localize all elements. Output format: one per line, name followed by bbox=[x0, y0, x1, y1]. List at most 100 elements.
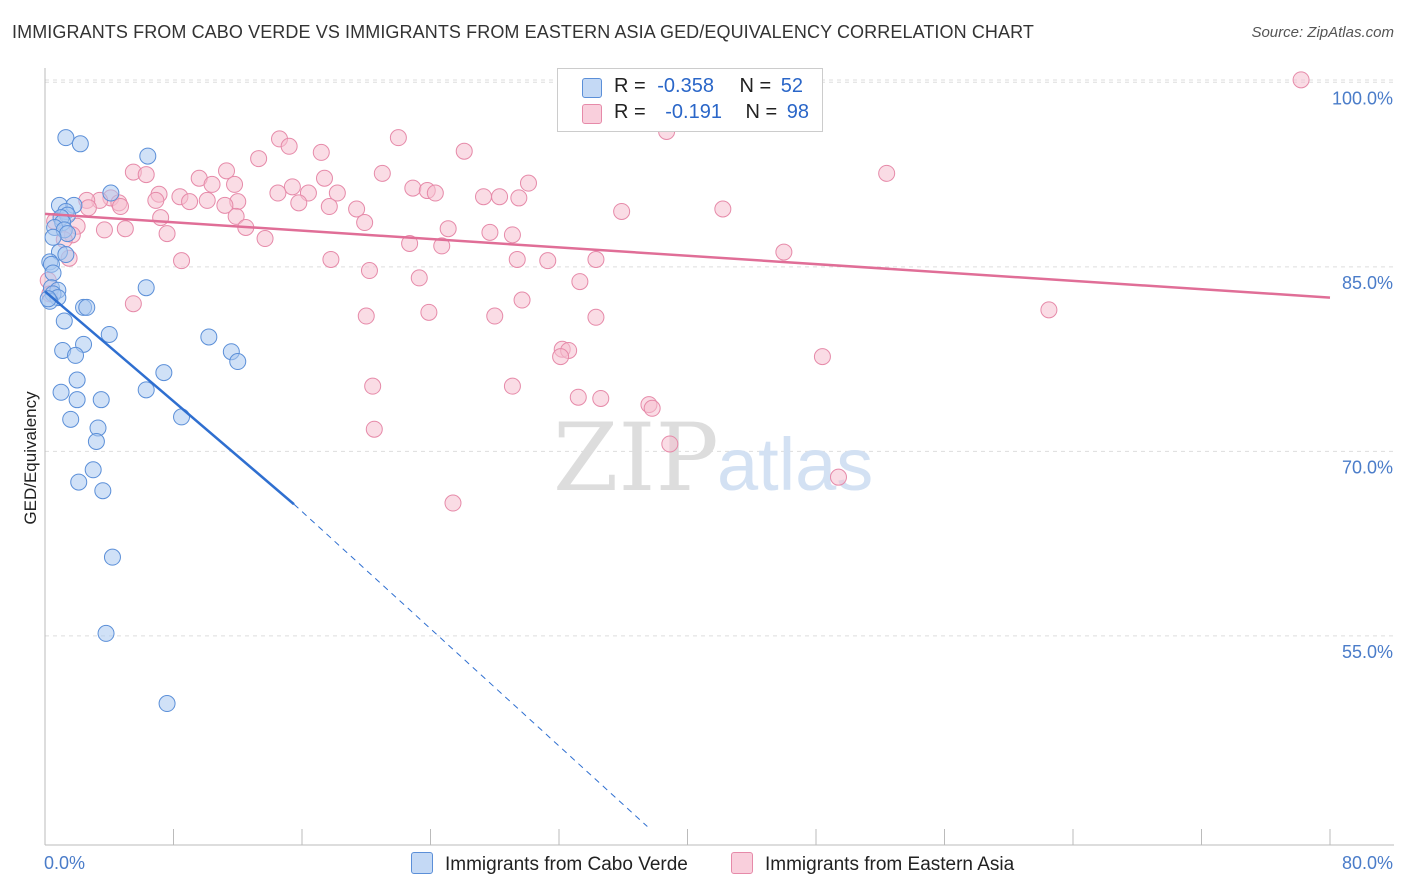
eastern-asia-point bbox=[439, 220, 457, 238]
eastern-asia-point bbox=[256, 230, 274, 248]
eastern-asia-point bbox=[503, 377, 521, 395]
legend-n-value: 98 bbox=[786, 101, 810, 123]
eastern-asia-point bbox=[280, 137, 298, 155]
eastern-asia-point bbox=[1040, 301, 1058, 319]
series-cabo-verde-points bbox=[39, 129, 247, 713]
cabo-verde-point bbox=[97, 624, 115, 642]
eastern-asia-point bbox=[571, 273, 589, 291]
x-tick-label-min: 0.0% bbox=[44, 853, 85, 873]
eastern-asia-point bbox=[404, 179, 422, 197]
cabo-verde-point bbox=[139, 147, 157, 165]
series-eastern-asia-points bbox=[39, 71, 1310, 512]
cabo-verde-point bbox=[39, 290, 57, 308]
cabo-verde-point bbox=[94, 482, 112, 500]
watermark-atlas: atlas bbox=[717, 423, 873, 506]
cabo-verde-point bbox=[78, 298, 96, 316]
eastern-asia-point bbox=[152, 209, 170, 227]
eastern-asia-point bbox=[158, 225, 176, 243]
cabo-verde-point bbox=[57, 246, 75, 264]
eastern-asia-point bbox=[486, 307, 504, 325]
cabo-verde-point bbox=[71, 135, 89, 153]
eastern-asia-point bbox=[592, 389, 610, 407]
cabo-verde-point bbox=[87, 433, 105, 451]
eastern-asia-point bbox=[714, 200, 732, 218]
eastern-asia-point bbox=[315, 169, 333, 187]
legend-label: Immigrants from Cabo Verde bbox=[445, 854, 688, 875]
cabo-verde-point bbox=[44, 228, 62, 246]
eastern-asia-point bbox=[475, 188, 493, 206]
cabo-verde-point bbox=[70, 473, 88, 491]
eastern-asia-point bbox=[401, 234, 419, 252]
x-tick-label-max: 80.0% bbox=[1342, 853, 1393, 873]
eastern-asia-point bbox=[181, 193, 199, 211]
watermark-zip: ZIP bbox=[553, 404, 719, 513]
eastern-asia-point bbox=[519, 174, 537, 192]
eastern-asia-point bbox=[312, 143, 330, 161]
eastern-asia-point bbox=[569, 388, 587, 406]
eastern-asia-point bbox=[290, 194, 308, 212]
eastern-asia-point bbox=[198, 191, 216, 209]
eastern-asia-point bbox=[813, 348, 831, 366]
eastern-asia-point bbox=[373, 164, 391, 182]
eastern-asia-point bbox=[513, 291, 531, 309]
cabo-verde-point bbox=[58, 225, 76, 243]
cabo-verde-point bbox=[103, 548, 121, 566]
cabo-verde-point bbox=[229, 353, 247, 371]
cabo-verde-point bbox=[62, 410, 80, 428]
eastern-asia-point bbox=[481, 223, 499, 241]
cabo-verde-point bbox=[92, 391, 110, 409]
eastern-asia-point bbox=[137, 166, 155, 184]
trend-line-cabo-verde-extension bbox=[293, 503, 648, 827]
eastern-asia-point bbox=[508, 250, 526, 268]
eastern-asia-point bbox=[503, 226, 521, 244]
eastern-asia-point bbox=[320, 198, 338, 216]
eastern-asia-point bbox=[173, 252, 191, 270]
eastern-asia-point bbox=[95, 221, 113, 239]
cabo-verde-point bbox=[155, 364, 173, 382]
eastern-asia-point bbox=[433, 237, 451, 255]
eastern-asia-point bbox=[829, 468, 847, 486]
legend-r-value: -0.358 bbox=[657, 75, 714, 97]
legend-r-label: R = bbox=[614, 101, 646, 123]
cabo-verde-point bbox=[158, 695, 176, 713]
trend-line-eastern-asia bbox=[44, 212, 1331, 299]
eastern-asia-point bbox=[587, 308, 605, 326]
legend-label: Immigrants from Eastern Asia bbox=[765, 854, 1015, 875]
legend-r-value: -0.191 bbox=[665, 101, 722, 123]
eastern-asia-point bbox=[269, 184, 287, 202]
grid-lines bbox=[45, 79, 1394, 637]
eastern-asia-point bbox=[410, 269, 428, 287]
tick-labels: 55.0% 70.0% 85.0% 100.0% 0.0% 80.0% bbox=[44, 88, 1393, 873]
eastern-asia-point bbox=[216, 196, 234, 214]
eastern-asia-point bbox=[643, 399, 661, 417]
eastern-asia-point bbox=[357, 307, 375, 325]
chart-title: IMMIGRANTS FROM CABO VERDE VS IMMIGRANTS… bbox=[12, 22, 1035, 42]
eastern-asia-point bbox=[661, 435, 679, 453]
eastern-asia-point bbox=[322, 250, 340, 268]
trend-line-cabo-verde bbox=[44, 290, 295, 506]
cabo-verde-point bbox=[55, 312, 73, 330]
legend-n-label: N = bbox=[745, 101, 778, 123]
eastern-asia-point bbox=[203, 175, 221, 193]
eastern-asia-point bbox=[426, 184, 444, 202]
y-tick-label: 70.0% bbox=[1342, 457, 1393, 477]
legend-swatch-blue bbox=[411, 852, 433, 874]
y-tick-label: 85.0% bbox=[1342, 273, 1393, 293]
cabo-verde-point bbox=[68, 371, 86, 389]
eastern-asia-point bbox=[539, 252, 557, 270]
eastern-asia-point bbox=[878, 164, 896, 182]
cabo-verde-point bbox=[102, 184, 120, 202]
eastern-asia-point bbox=[360, 262, 378, 280]
eastern-asia-point bbox=[1292, 71, 1310, 89]
legend-swatch-pink bbox=[582, 104, 602, 124]
y-axis-label: GED/Equivalency bbox=[21, 391, 40, 525]
legend-item-cabo-verde: Immigrants from Cabo Verde bbox=[411, 852, 688, 876]
eastern-asia-point bbox=[365, 420, 383, 438]
cabo-verde-point bbox=[200, 328, 218, 346]
eastern-asia-point bbox=[283, 178, 301, 196]
eastern-asia-point bbox=[348, 200, 366, 218]
trend-lines bbox=[44, 212, 1331, 827]
eastern-asia-point bbox=[116, 220, 134, 238]
